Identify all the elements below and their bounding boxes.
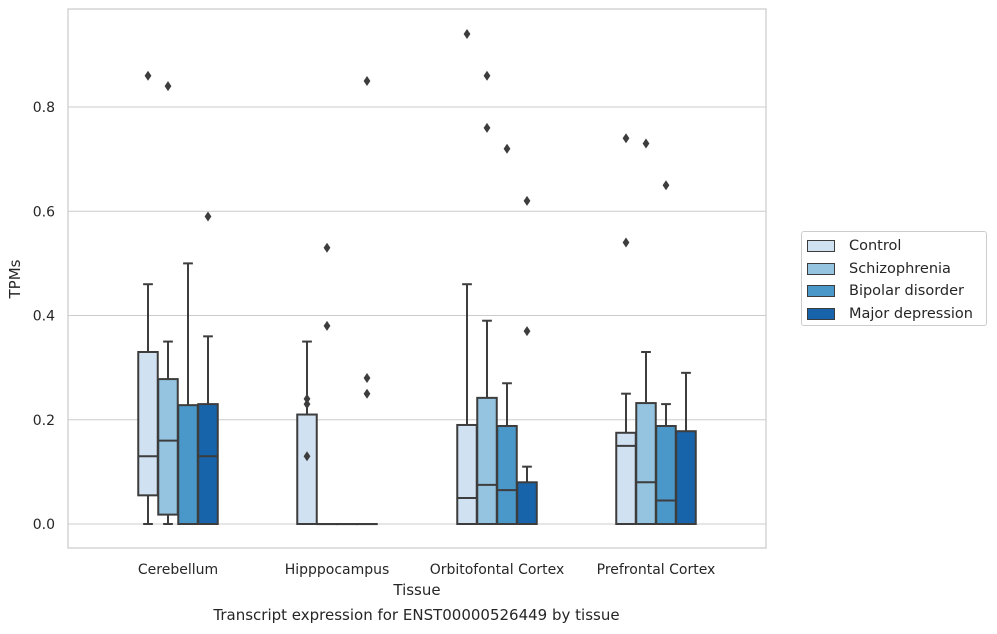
box-iqr: [675, 430, 697, 525]
y-tick-labels: 0.0 0.2 0.4 0.6 0.8: [33, 100, 55, 533]
x-tick-label: Orbitofontal Cortex: [430, 562, 565, 578]
box-iqr: [635, 402, 657, 526]
outlier-point: [483, 70, 491, 81]
boxes-layer: [137, 29, 697, 526]
box-control: [615, 133, 637, 525]
box-iqr: [456, 423, 478, 525]
outlier-point: [622, 133, 630, 144]
box-iqr: [197, 403, 219, 525]
x-tick-labels: Cerebellum Hipppocampus Orbitofontal Corte…: [138, 562, 715, 578]
x-tick-label: Cerebellum: [138, 562, 218, 578]
outlier-point: [503, 143, 511, 154]
box-control: [456, 29, 478, 525]
legend-label: Major depression: [849, 305, 973, 322]
box-iqr: [177, 404, 199, 525]
outlier-point: [204, 211, 212, 222]
box-schizophrenia: [157, 81, 179, 525]
box-schizophrenia: [476, 70, 498, 526]
legend-label: Bipolar disorder: [849, 283, 964, 300]
figure-caption: Transcript expression for ENST0000052644…: [213, 606, 620, 624]
legend-swatch: [807, 262, 835, 275]
legend-item: Control: [802, 235, 986, 258]
outlier-point: [622, 237, 630, 248]
legend-swatch: [807, 240, 835, 253]
box-major-depression: [356, 75, 378, 526]
box-control: [296, 340, 318, 526]
outlier-point: [303, 451, 311, 462]
box-bipolar-disorder: [655, 180, 677, 526]
outlier-point: [323, 242, 331, 253]
outlier-point: [144, 70, 152, 81]
box-control: [137, 70, 159, 525]
box-iqr: [157, 378, 179, 516]
y-tick-label: 0.0: [33, 517, 55, 533]
outlier-point: [363, 388, 371, 399]
outlier-point: [164, 81, 172, 92]
legend-swatch: [807, 285, 835, 298]
legend-swatch: [807, 307, 835, 320]
box-iqr: [655, 425, 677, 526]
outlier-point: [463, 29, 471, 40]
box-iqr: [516, 481, 538, 525]
box-iqr: [137, 350, 159, 497]
box-schizophrenia: [635, 138, 657, 526]
y-tick-label: 0.4: [33, 309, 55, 325]
outlier-point: [363, 75, 371, 86]
box-schizophrenia: [316, 242, 338, 526]
outlier-point: [523, 326, 531, 337]
box-major-depression: [197, 211, 219, 525]
legend-item: Schizophrenia: [802, 258, 986, 281]
outlier-point: [303, 393, 311, 404]
y-tick-label: 0.6: [33, 204, 55, 220]
outlier-point: [483, 122, 491, 133]
outlier-point: [303, 399, 311, 410]
y-tick-label: 0.2: [33, 413, 55, 429]
x-tick-label: Prefrontal Cortex: [597, 562, 716, 578]
box-iqr: [296, 413, 318, 526]
legend-item: Major depression: [802, 303, 986, 326]
box-bipolar-disorder: [496, 143, 518, 526]
plot-frame: [67, 8, 767, 549]
x-axis-label: Tissue: [392, 581, 440, 599]
y-axis-label: TPMs: [6, 259, 24, 299]
legend-label: Control: [849, 238, 902, 255]
outlier-point: [523, 195, 531, 206]
x-tick-label: Hipppocampus: [285, 562, 390, 578]
box-iqr: [496, 425, 518, 526]
outlier-point: [662, 180, 670, 191]
outlier-point: [363, 373, 371, 384]
y-tick-label: 0.8: [33, 100, 55, 116]
box-iqr: [476, 396, 498, 526]
legend-item: Bipolar disorder: [802, 280, 986, 303]
box-major-depression: [516, 195, 538, 525]
outlier-point: [323, 320, 331, 331]
box-major-depression: [675, 371, 697, 525]
legend: Control Schizophrenia Bipolar disorder Majo…: [801, 231, 987, 326]
box-bipolar-disorder: [177, 262, 199, 525]
legend-label: Schizophrenia: [849, 260, 951, 277]
outlier-point: [642, 138, 650, 149]
